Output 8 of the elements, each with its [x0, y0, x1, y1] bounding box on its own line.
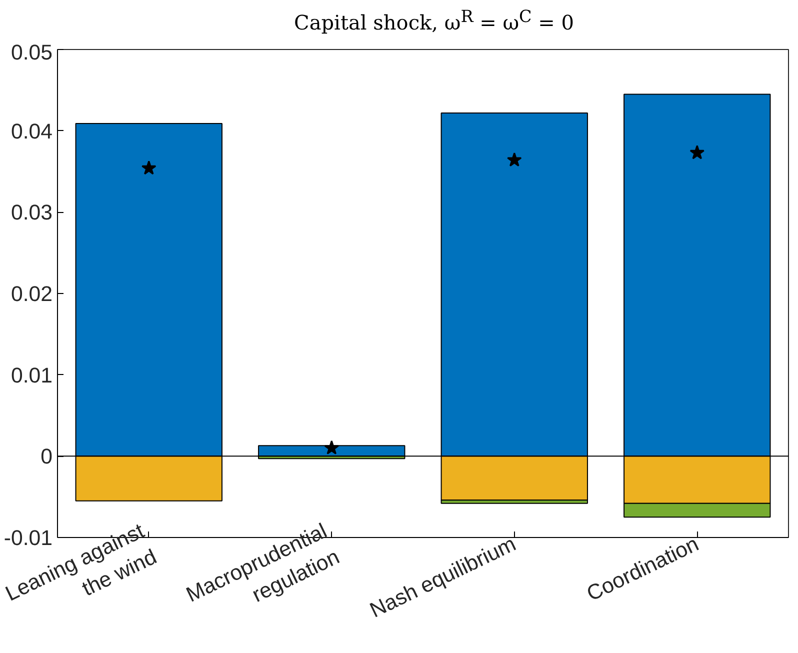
- y-tick-label: 0.01: [10, 363, 53, 388]
- chart-title: Capital shock, ω$^{R}$ = ω$^{C}$ = 0: [294, 6, 574, 37]
- y-tick-label: 0.02: [10, 282, 53, 306]
- y-tick-label: -0.01: [4, 526, 53, 550]
- y-tick-label: 0: [40, 444, 53, 469]
- y-tick-label: 0.03: [10, 200, 53, 225]
- y-tick-label: 0.04: [10, 119, 53, 144]
- y-tick-label: 0.05: [10, 40, 53, 64]
